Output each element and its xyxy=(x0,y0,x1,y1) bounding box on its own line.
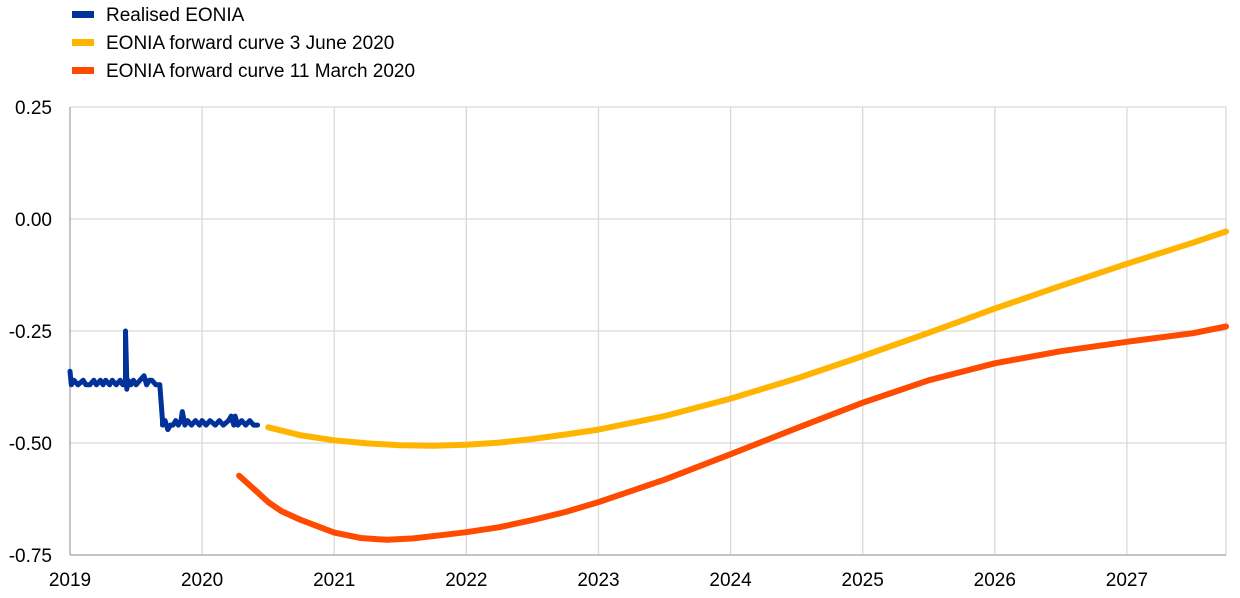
x-tick-label: 2024 xyxy=(709,570,752,591)
series-line-1 xyxy=(67,328,261,433)
legend-swatch-1 xyxy=(72,11,94,18)
series-line-2 xyxy=(265,228,1229,449)
legend-label-3: EONIA forward curve 11 March 2020 xyxy=(106,61,415,82)
tick-labels: 2019 2020 2021 2022 2023 2024 2025 2026 2027 0.25… xyxy=(9,98,1148,591)
x-tick-label: 2023 xyxy=(577,570,619,591)
x-tick-label: 2022 xyxy=(445,570,487,591)
y-tick-label: -0.50 xyxy=(9,434,52,455)
legend-label-2: EONIA forward curve 3 June 2020 xyxy=(106,33,394,54)
legend: Realised EONIA EONIA forward curve 3 June… xyxy=(72,5,415,82)
x-tick-label: 2021 xyxy=(313,570,355,591)
y-tick-label: 0.00 xyxy=(15,210,52,231)
x-tick-label: 2027 xyxy=(1106,570,1148,591)
y-tick-label: 0.25 xyxy=(15,98,52,119)
legend-swatch-2 xyxy=(72,39,94,46)
y-tick-label: -0.25 xyxy=(9,322,52,343)
legend-label-1: Realised EONIA xyxy=(106,5,245,26)
y-tick-label: -0.75 xyxy=(9,546,52,567)
x-tick-label: 2020 xyxy=(181,570,223,591)
series-group xyxy=(67,228,1229,543)
series-line-3 xyxy=(236,323,1229,543)
x-tick-label: 2026 xyxy=(974,570,1016,591)
x-tick-label: 2019 xyxy=(49,570,91,591)
x-tick-label: 2025 xyxy=(842,570,884,591)
axes xyxy=(69,107,1226,556)
legend-swatch-3 xyxy=(72,67,94,74)
